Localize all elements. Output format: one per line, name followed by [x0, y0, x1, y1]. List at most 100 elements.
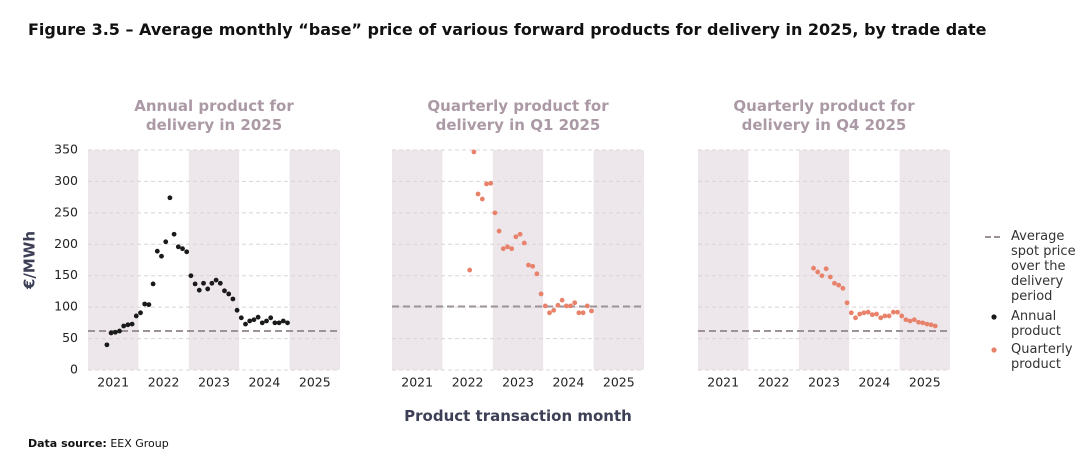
x-tick-label: 2024 [248, 375, 280, 390]
data-point [505, 244, 510, 250]
x-tick-label: 2021 [97, 375, 129, 390]
data-point [247, 318, 253, 324]
year-band [88, 150, 139, 370]
figure-title: Figure 3.5 – Average monthly “base” pric… [28, 20, 987, 39]
x-tick-label: 2025 [299, 375, 331, 390]
data-point [492, 210, 498, 216]
y-tick-label: 250 [54, 204, 78, 219]
year-band [798, 150, 850, 370]
data-point [530, 263, 536, 269]
data-point [104, 342, 110, 348]
data-point [133, 313, 139, 319]
panel-title: Annual product for delivery in 2025 [134, 97, 294, 134]
data-point [285, 320, 290, 326]
data-point [920, 320, 926, 326]
data-point [928, 322, 934, 328]
data-point [146, 302, 152, 308]
data-point [836, 282, 842, 288]
x-tick-label: 2023 [502, 375, 534, 390]
data-point [568, 303, 573, 309]
data-point [251, 317, 257, 323]
year-band [698, 150, 749, 370]
data-point [142, 301, 148, 307]
y-tick-label: 100 [54, 299, 78, 314]
data-point [188, 273, 194, 279]
data-point [823, 266, 829, 272]
legend-label: Quarterly product [1011, 342, 1073, 372]
data-point [878, 315, 884, 321]
data-point [117, 328, 122, 334]
year-band [392, 150, 443, 370]
data-point [475, 191, 481, 197]
data-point [513, 234, 519, 240]
data-point [255, 314, 261, 320]
y-tick-label: 0 [70, 362, 78, 377]
data-point [526, 262, 531, 268]
data-point [815, 269, 821, 275]
data-point [848, 310, 854, 316]
panel-title: Quarterly product for delivery in Q4 202… [733, 97, 915, 134]
x-tick-label: 2022 [452, 375, 484, 390]
data-point [874, 311, 879, 317]
data-point [121, 323, 127, 329]
data-point [857, 311, 863, 317]
data-point [869, 312, 875, 318]
data-point [811, 265, 816, 271]
data-point [184, 249, 190, 255]
data-point [479, 196, 485, 202]
year-band [899, 150, 950, 370]
data-point [555, 302, 561, 308]
data-point [882, 313, 888, 319]
data-point [538, 291, 544, 297]
data-point [175, 244, 181, 250]
year-band [593, 150, 644, 370]
data-point [827, 274, 833, 280]
y-tick-label: 50 [62, 330, 78, 345]
data-point [268, 315, 274, 321]
data-point [234, 307, 240, 313]
data-point [471, 149, 477, 155]
y-axis-label: €/MWh [21, 231, 39, 290]
data-point [534, 271, 540, 277]
data-point [264, 318, 269, 324]
data-point [924, 321, 930, 327]
data-point [589, 308, 594, 314]
data-point [488, 180, 494, 186]
data-point [907, 318, 913, 324]
data-point [916, 319, 921, 325]
data-point [276, 320, 282, 326]
data-point [154, 248, 160, 254]
panel-title: Quarterly product for delivery in Q1 202… [427, 97, 609, 134]
x-tick-label: 2021 [401, 375, 433, 390]
data-point [840, 285, 846, 291]
x-tick-label: 2022 [148, 375, 180, 390]
data-point [205, 286, 211, 292]
data-point [500, 246, 506, 252]
data-point [899, 313, 905, 319]
legend-marker [991, 347, 997, 353]
x-tick-label: 2025 [909, 375, 941, 390]
x-tick-label: 2024 [858, 375, 890, 390]
x-tick-label: 2024 [552, 375, 584, 390]
data-point [171, 231, 177, 237]
data-point [496, 228, 502, 234]
x-tick-label: 2021 [707, 375, 739, 390]
data-point [196, 287, 202, 293]
data-point [819, 273, 825, 279]
data-point [563, 303, 569, 309]
source-label: Data source: [28, 437, 107, 450]
data-point [932, 323, 938, 329]
source: Data source: EEX Group [28, 437, 169, 450]
data-point [572, 300, 578, 306]
data-point [542, 303, 548, 309]
x-tick-label: 2023 [198, 375, 230, 390]
y-tick-label: 150 [54, 267, 78, 282]
data-point [150, 281, 156, 287]
data-point [861, 310, 867, 316]
data-point [125, 322, 131, 328]
data-point [213, 277, 219, 283]
legend-label: Average spot price over the delivery per… [1011, 229, 1076, 304]
data-point [509, 246, 515, 252]
data-point [580, 310, 586, 316]
